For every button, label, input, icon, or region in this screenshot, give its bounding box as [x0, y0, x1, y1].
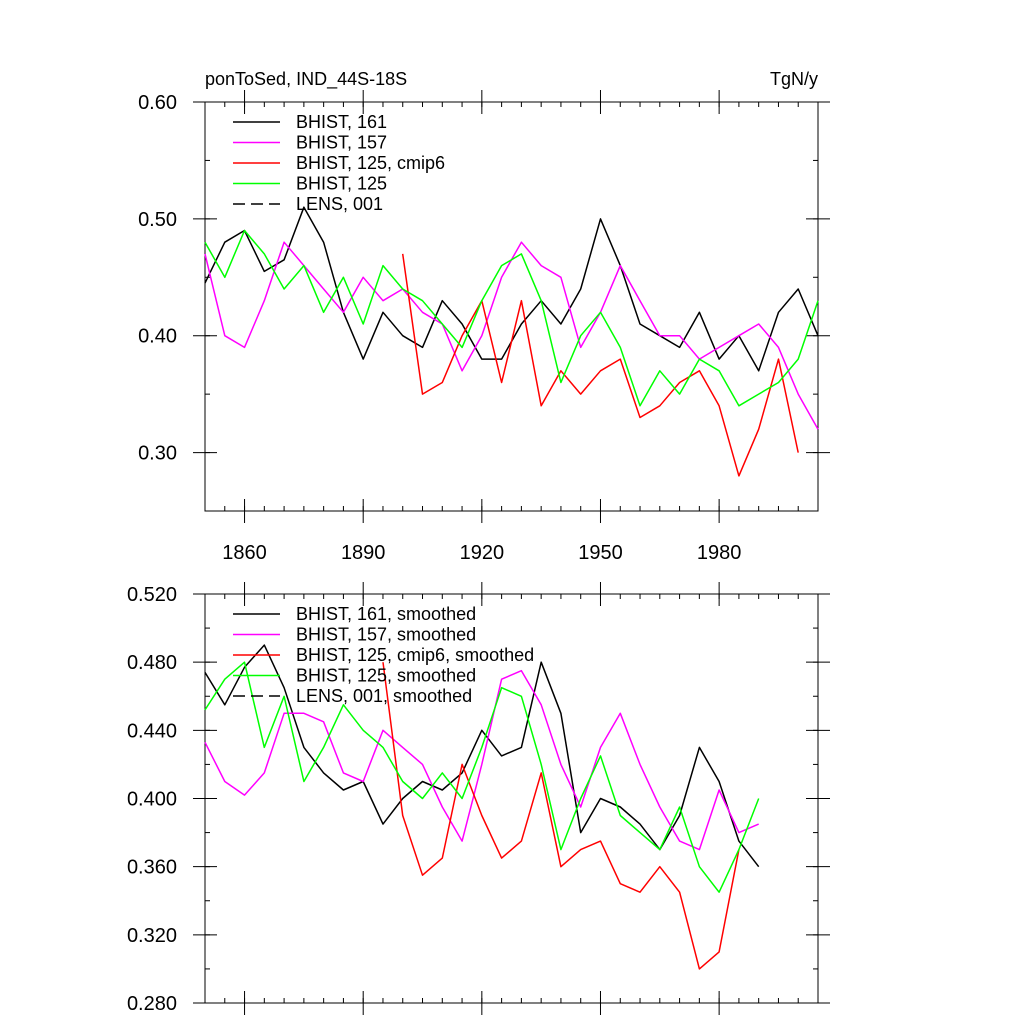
top-title: ponToSed, IND_44S-18S — [205, 69, 407, 90]
top-plot-frame — [204, 101, 819, 512]
series-line-3 — [204, 229, 819, 407]
legend-label-1: BHIST, 157, smoothed — [296, 625, 476, 645]
x-tick-label: 1950 — [578, 542, 623, 564]
legend-label-0: BHIST, 161 — [296, 112, 387, 132]
y-tick-label: 0.30 — [138, 443, 177, 465]
y-tick-label: 0.400 — [127, 789, 177, 811]
y-tick-label: 0.480 — [127, 652, 177, 674]
y-tick-label: 0.60 — [138, 92, 177, 114]
legend-label-4: LENS, 001, smoothed — [296, 686, 472, 706]
x-tick-label: 1890 — [341, 542, 386, 564]
y-tick-label: 0.280 — [127, 993, 177, 1015]
y-tick-label: 0.40 — [138, 326, 177, 348]
series-line-2 — [382, 662, 740, 970]
x-tick-label: 1860 — [222, 542, 267, 564]
y-tick-label: 0.50 — [138, 209, 177, 231]
y-tick-label: 0.440 — [127, 720, 177, 742]
series-line-1 — [204, 241, 819, 430]
y-tick-label: 0.320 — [127, 925, 177, 947]
x-tick-label: 1980 — [697, 542, 742, 564]
x-tick-label: 1920 — [460, 542, 505, 564]
series-line-3 — [204, 661, 760, 893]
y-tick-label: 0.360 — [127, 857, 177, 879]
legend-label-1: BHIST, 157 — [296, 133, 387, 153]
legend-label-2: BHIST, 125, cmip6 — [296, 153, 445, 173]
series-line-0 — [204, 206, 819, 372]
series-line-1 — [204, 669, 759, 851]
legend-label-3: BHIST, 125 — [296, 174, 387, 194]
legend-label-3: BHIST, 125, smoothed — [296, 666, 476, 686]
top-units: TgN/y — [770, 69, 818, 89]
legend-label-4: LENS, 001 — [296, 194, 383, 214]
series-line-2 — [401, 253, 799, 477]
bottom-panel: 0.520 0.480 0.440 0.400 0.360 0.320 0.280 BHIS… — [127, 582, 830, 1015]
top-panel: ponToSed, IND_44S-18S TgN/y 0.60 0.50 0.40… — [138, 69, 830, 564]
legend-label-0: BHIST, 161, smoothed — [296, 604, 476, 624]
series-line-0 — [204, 644, 760, 868]
legend-label-2: BHIST, 125, cmip6, smoothed — [296, 645, 534, 665]
y-tick-label: 0.520 — [127, 584, 177, 606]
